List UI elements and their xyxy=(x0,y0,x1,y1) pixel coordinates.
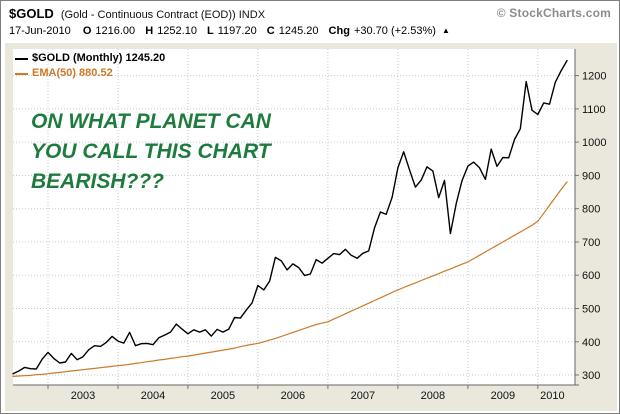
annotation-line-3: BEARISH??? xyxy=(31,170,164,193)
high-label: H xyxy=(145,25,154,37)
svg-text:2007: 2007 xyxy=(351,390,375,402)
svg-text:1000: 1000 xyxy=(582,137,606,149)
price-chart-svg: 300 400 500 600 700 800 900 1000 1100 1200 2003 200… xyxy=(12,49,606,402)
legend-price-label: $GOLD (Monthly) 1245.20 xyxy=(32,52,166,64)
svg-text:600: 600 xyxy=(582,270,600,282)
svg-text:900: 900 xyxy=(582,170,600,182)
legend-ema-label: EMA(50) 880.52 xyxy=(32,67,113,79)
symbol: $GOLD xyxy=(9,6,54,21)
high-value: 1252.10 xyxy=(157,25,197,37)
annotation-line-1: ON WHAT PLANET CAN xyxy=(31,110,271,133)
svg-text:300: 300 xyxy=(582,370,600,382)
svg-text:2006: 2006 xyxy=(281,390,305,402)
svg-text:1100: 1100 xyxy=(582,104,606,116)
svg-text:2003: 2003 xyxy=(71,390,95,402)
stockcharts-credit: © StockCharts.com xyxy=(496,6,611,20)
change-label: Chg xyxy=(328,25,350,37)
open-label: O xyxy=(82,25,92,37)
svg-text:400: 400 xyxy=(582,337,600,349)
svg-text:800: 800 xyxy=(582,204,600,216)
close-label: C xyxy=(266,25,275,37)
svg-text:2005: 2005 xyxy=(211,390,235,402)
chart-legend: $GOLD (Monthly) 1245.20 EMA(50) 880.52 xyxy=(15,51,165,81)
low-label: L xyxy=(207,25,214,37)
symbol-description: (Gold - Continuous Contract (EOD)) INDX xyxy=(60,9,266,21)
svg-text:2009: 2009 xyxy=(491,390,515,402)
quote-date: 17-Jun-2010 xyxy=(9,25,71,37)
chart-header: © StockCharts.com $GOLD (Gold - Continuo… xyxy=(1,1,619,41)
legend-price-row: $GOLD (Monthly) 1245.20 xyxy=(15,51,165,66)
svg-text:1200: 1200 xyxy=(582,71,606,83)
svg-text:2008: 2008 xyxy=(421,390,445,402)
change-up-arrow-icon: ▲ xyxy=(441,26,450,35)
close-value: 1245.20 xyxy=(278,25,319,37)
chart-region: 300 400 500 600 700 800 900 1000 1100 1200 2003 200… xyxy=(5,43,617,411)
title-line: © StockCharts.com $GOLD (Gold - Continuo… xyxy=(9,6,611,21)
annotation-line-2: YOU CALL THIS CHART xyxy=(31,140,271,163)
quote-line: 17-Jun-2010 O 1216.00 H 1252.10 L 1197.20 C… xyxy=(9,25,611,37)
svg-text:500: 500 xyxy=(582,304,600,316)
ema-line-swatch-icon xyxy=(15,72,28,75)
annotation-text: ON WHAT PLANET CAN YOU CALL THIS CHART B… xyxy=(31,107,271,197)
change-value: +30.70 (+2.53%) xyxy=(353,25,436,37)
low-value: 1197.20 xyxy=(217,25,257,37)
svg-text:700: 700 xyxy=(582,237,600,249)
open-value: 1216.00 xyxy=(95,25,136,37)
legend-ema-row: EMA(50) 880.52 xyxy=(15,66,165,81)
price-line-swatch-icon xyxy=(15,57,28,60)
svg-text:2004: 2004 xyxy=(141,390,165,402)
svg-text:2010: 2010 xyxy=(540,390,564,402)
